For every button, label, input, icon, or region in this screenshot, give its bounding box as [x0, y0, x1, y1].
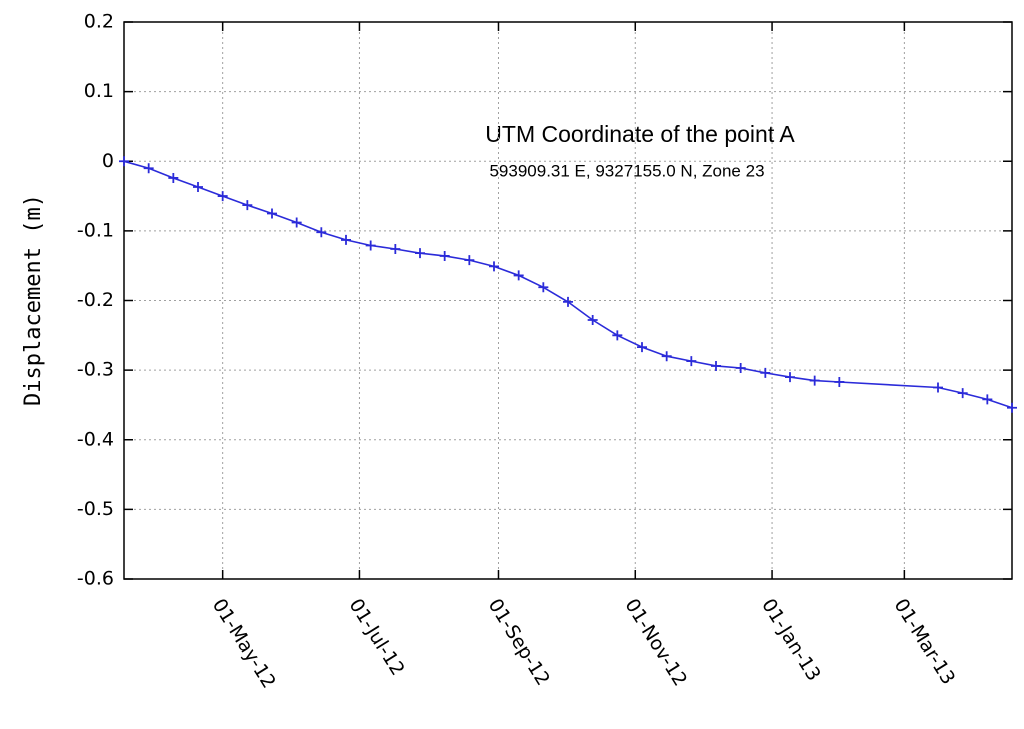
data-point [563, 296, 573, 307]
data-point [439, 250, 450, 261]
data-point [834, 376, 845, 387]
data-point [390, 243, 401, 254]
data-point [735, 363, 746, 374]
data-point [291, 217, 302, 228]
data-point [513, 270, 524, 281]
x-tick-label: 01-Jan-13 [757, 595, 825, 685]
data-point [365, 240, 376, 251]
data-point [711, 360, 721, 371]
data-point [316, 227, 327, 238]
y-tick-label: 0.1 [84, 80, 114, 102]
data-point [760, 367, 771, 378]
y-tick-label: -0.2 [77, 289, 114, 311]
data-point [242, 200, 253, 211]
data-point [341, 234, 351, 245]
y-tick-label: -0.3 [77, 359, 114, 381]
y-tick-label: -0.5 [77, 498, 114, 520]
data-point [193, 182, 203, 193]
data-point [661, 351, 672, 362]
data-point [267, 208, 277, 219]
x-tick-label: 01-Jul-12 [345, 595, 409, 680]
x-tick-label: 01-Nov-12 [620, 595, 691, 690]
data-point [119, 156, 129, 167]
data-line [123, 160, 1013, 409]
y-tick-label: -0.4 [77, 428, 114, 450]
y-tick-label: 0 [102, 150, 114, 172]
data-point [957, 388, 968, 399]
data-point [538, 282, 549, 293]
data-point [587, 314, 598, 325]
data-point [933, 382, 943, 393]
data-point [809, 375, 820, 386]
data-point [464, 255, 475, 266]
data-point [982, 394, 993, 405]
x-tick-label: 01-Mar-13 [889, 595, 959, 689]
data-point [489, 261, 499, 272]
data-point [1007, 402, 1017, 413]
data-point [143, 163, 154, 174]
data-point [785, 372, 795, 383]
data-point [217, 191, 228, 202]
y-tick-label: -0.1 [77, 219, 114, 241]
x-tick-label: 01-Sep-12 [484, 595, 555, 690]
x-tick-label: 01-May-12 [208, 595, 280, 692]
data-point [168, 172, 179, 183]
data-point [612, 330, 623, 341]
annotation-coords: 593909.31 E, 9327155.0 N, Zone 23 [489, 161, 764, 180]
y-axis-label: Displacement (m) [21, 194, 46, 406]
annotation-title: UTM Coordinate of the point A [485, 121, 795, 147]
data-point [686, 356, 697, 367]
y-tick-label: -0.6 [77, 568, 114, 590]
data-point [415, 248, 425, 259]
y-tick-label: 0.2 [84, 11, 114, 33]
data-point [637, 342, 647, 353]
plot-border [123, 21, 1013, 580]
